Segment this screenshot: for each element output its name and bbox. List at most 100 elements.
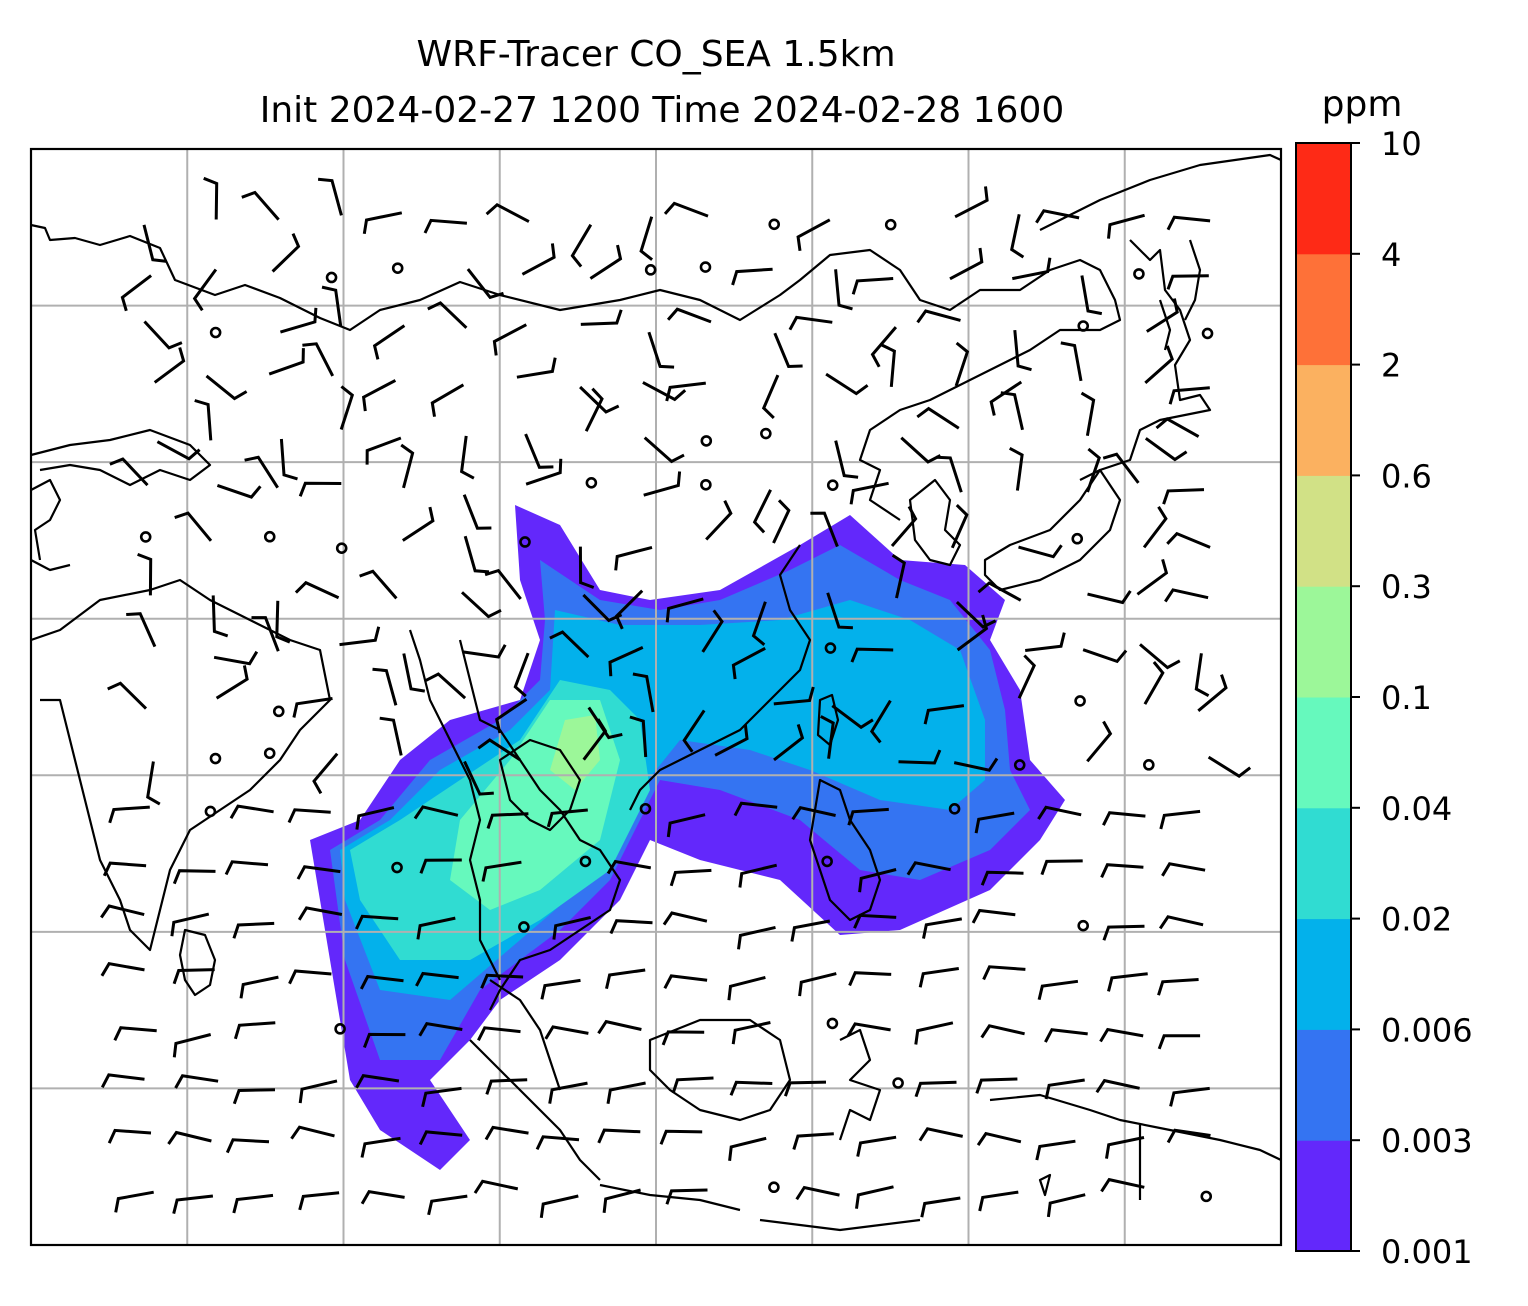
wind-barb xyxy=(846,1022,891,1037)
wind-barb xyxy=(1060,341,1083,382)
wind-barb xyxy=(279,307,318,334)
colorbar-band xyxy=(1296,586,1351,698)
wind-barb xyxy=(298,1079,338,1104)
wind-barb xyxy=(1143,661,1165,705)
wind-barb xyxy=(549,630,590,659)
wind-barb xyxy=(701,609,724,653)
wind-barb xyxy=(540,978,581,1000)
wind-barb xyxy=(360,1136,401,1158)
wind-barb xyxy=(605,968,646,990)
wind-barb xyxy=(372,667,398,706)
wind-barb xyxy=(1207,755,1252,779)
wind-barb xyxy=(211,595,229,638)
colorbar-band xyxy=(1296,918,1351,1030)
wind-barb xyxy=(481,860,522,882)
wind-barb xyxy=(1017,654,1036,699)
wind-barb xyxy=(1136,558,1169,596)
wind-barb xyxy=(146,761,161,806)
colorbar-tick-label: 0.001 xyxy=(1381,1233,1473,1271)
wind-barb xyxy=(614,589,644,630)
wind-barb xyxy=(1157,978,1199,996)
wind-barb xyxy=(421,1086,462,1108)
wind-barbs xyxy=(100,176,1252,1219)
wind-barb xyxy=(290,1125,335,1140)
wind-barb xyxy=(665,1188,708,1205)
wind-barb xyxy=(172,968,215,985)
calm-marker xyxy=(139,531,152,543)
wind-barb xyxy=(225,1138,270,1154)
wind-barb xyxy=(851,277,894,295)
wind-barb xyxy=(936,455,963,493)
wind-barb xyxy=(1100,1177,1145,1193)
wind-barb xyxy=(203,176,219,220)
wind-barb xyxy=(890,505,918,547)
wind-barb xyxy=(751,601,767,646)
colorbar-tick-label: 0.02 xyxy=(1381,901,1452,939)
wind-barb xyxy=(665,597,704,623)
calm-marker xyxy=(644,264,657,276)
wind-barb xyxy=(1105,1136,1145,1159)
wind-barb xyxy=(425,672,467,700)
calm-marker xyxy=(948,803,961,815)
calm-marker xyxy=(1071,532,1084,545)
wind-barb xyxy=(100,904,145,919)
wind-barb xyxy=(362,211,403,235)
coastline-central-asia xyxy=(30,428,212,487)
wind-barb xyxy=(920,1196,961,1218)
wind-barb xyxy=(298,481,342,497)
wind-barb xyxy=(669,868,712,887)
wind-barb xyxy=(980,870,1024,886)
wind-barb xyxy=(401,506,435,542)
wind-barb xyxy=(213,650,259,666)
wind-barb xyxy=(727,975,766,1001)
wind-barb xyxy=(922,917,963,939)
calm-marker xyxy=(1143,759,1155,771)
wind-barb xyxy=(858,868,897,893)
wind-barb xyxy=(791,806,836,821)
coastline-laos xyxy=(498,738,582,832)
wind-barb xyxy=(287,808,331,824)
wind-barb xyxy=(194,399,213,441)
coastline-borneo xyxy=(648,1018,792,1122)
wind-barb xyxy=(423,218,468,234)
calm-marker xyxy=(768,1181,780,1194)
wind-barb xyxy=(1025,632,1066,652)
gridlines xyxy=(31,149,1281,1245)
wind-barb xyxy=(906,861,951,876)
wind-barb xyxy=(312,752,339,795)
colorbar-tick-label: 10 xyxy=(1381,125,1422,163)
wind-barb xyxy=(914,1021,954,1045)
wind-barb xyxy=(167,1130,212,1145)
wind-barb xyxy=(955,601,997,629)
calm-marker xyxy=(209,326,222,339)
wind-barb xyxy=(233,1021,276,1040)
wind-barb xyxy=(516,357,557,379)
wind-barb xyxy=(552,915,592,940)
wind-barb xyxy=(900,436,942,464)
coastline-north xyxy=(30,223,1122,521)
wind-barb xyxy=(1107,972,1148,992)
wind-barb xyxy=(271,233,301,273)
wind-barb xyxy=(923,704,965,725)
calm-marker xyxy=(204,805,217,818)
calm-marker xyxy=(1074,695,1086,707)
wind-barb xyxy=(244,455,279,489)
wind-barb xyxy=(662,911,708,926)
wind-barb xyxy=(229,804,274,819)
wind-barb xyxy=(1144,345,1174,385)
coastline-far-east xyxy=(1039,153,1282,481)
wind-barb xyxy=(1161,862,1206,877)
wind-barb xyxy=(597,1019,642,1035)
wind-barb xyxy=(477,1026,521,1041)
wind-barb xyxy=(224,860,269,876)
colorbar-band xyxy=(1296,253,1351,366)
calm-marker xyxy=(1200,1190,1213,1203)
wind-barb xyxy=(579,385,620,414)
wind-barb xyxy=(914,1080,957,1098)
wind-barb xyxy=(142,224,167,263)
calm-wind-markers xyxy=(139,218,1214,1203)
wind-barb xyxy=(114,1190,154,1213)
wind-barb xyxy=(731,267,773,286)
wind-barb xyxy=(462,494,492,530)
calm-marker xyxy=(768,218,781,231)
